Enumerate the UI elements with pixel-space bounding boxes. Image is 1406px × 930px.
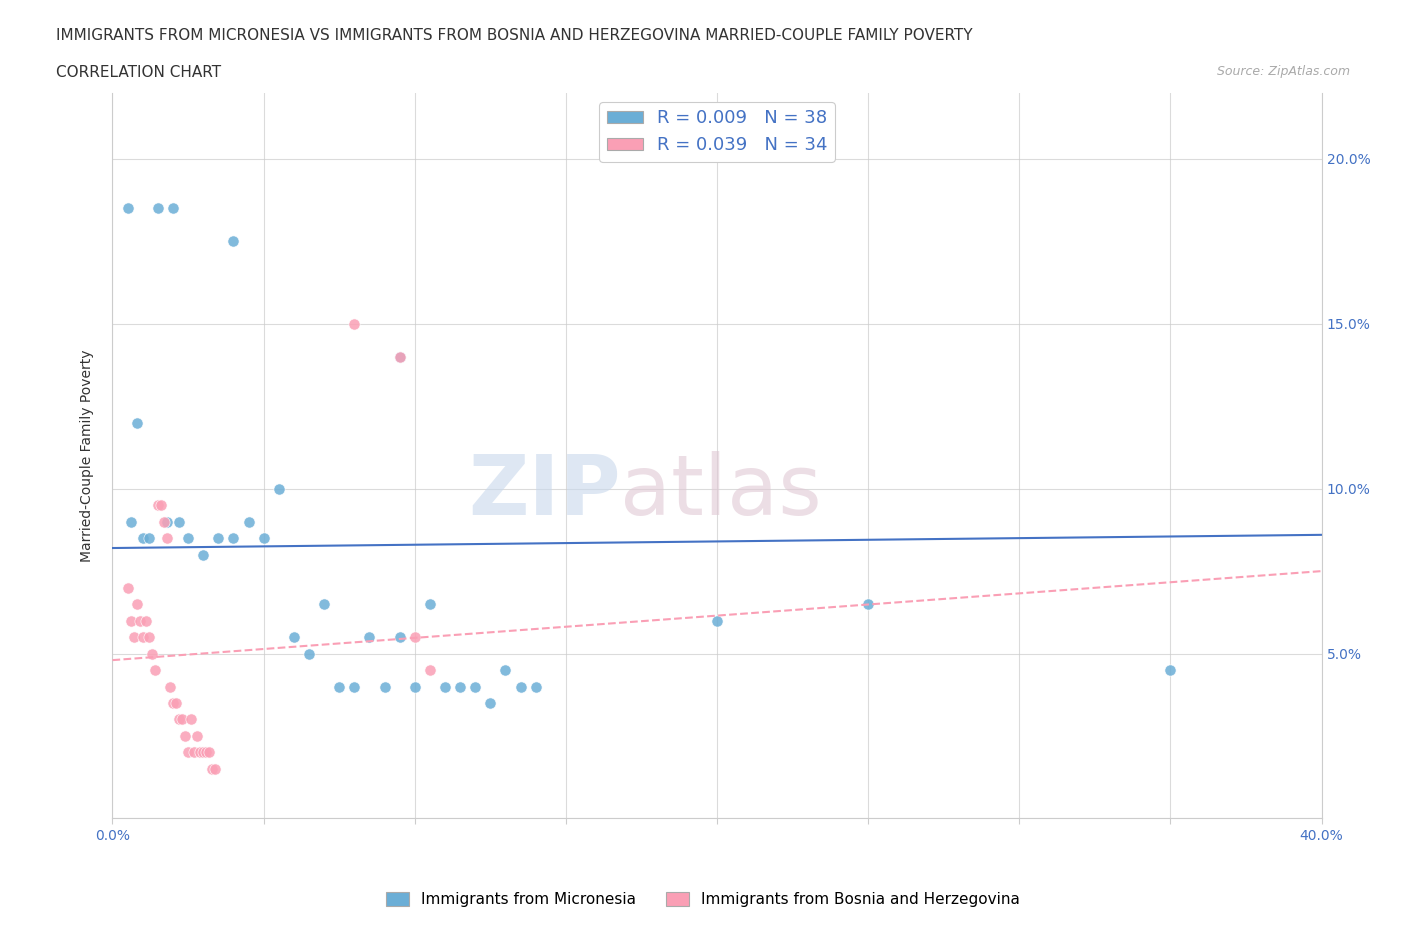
Point [132, 630, 155, 644]
Point [128, 613, 150, 628]
Y-axis label: Married-Couple Family Poverty: Married-Couple Family Poverty [80, 350, 94, 562]
Point [267, 481, 290, 496]
Point [283, 630, 305, 644]
Point [343, 679, 366, 694]
Point [388, 350, 411, 365]
Point [177, 531, 200, 546]
Point [188, 745, 211, 760]
Point [191, 547, 214, 562]
Point [120, 613, 142, 628]
Text: Source: ZipAtlas.com: Source: ZipAtlas.com [1216, 65, 1350, 78]
Point [143, 662, 166, 677]
Point [180, 712, 202, 727]
Text: atlas: atlas [620, 451, 823, 533]
Point [201, 762, 224, 777]
Point [141, 646, 163, 661]
Point [177, 745, 200, 760]
Point [479, 696, 502, 711]
Point [222, 234, 245, 249]
Text: ZIP: ZIP [468, 451, 620, 533]
Point [314, 597, 336, 612]
Point [191, 745, 214, 760]
Point [132, 531, 155, 546]
Point [149, 498, 172, 512]
Point [146, 498, 169, 512]
Point [156, 514, 179, 529]
Point [138, 630, 160, 644]
Point [388, 630, 411, 644]
Point [198, 745, 221, 760]
Point [433, 679, 456, 694]
Point [222, 531, 245, 546]
Point [195, 745, 218, 760]
Point [122, 630, 145, 644]
Point [117, 201, 139, 216]
Point [328, 679, 350, 694]
Point [183, 745, 205, 760]
Point [120, 514, 142, 529]
Point [138, 531, 160, 546]
Point [253, 531, 276, 546]
Point [856, 597, 880, 612]
Point [162, 696, 184, 711]
Point [153, 514, 176, 529]
Point [495, 662, 517, 677]
Point [359, 630, 381, 644]
Point [1159, 662, 1181, 677]
Point [706, 613, 728, 628]
Point [419, 662, 441, 677]
Point [162, 201, 184, 216]
Point [449, 679, 471, 694]
Point [159, 679, 181, 694]
Point [388, 350, 411, 365]
Point [204, 762, 226, 777]
Text: IMMIGRANTS FROM MICRONESIA VS IMMIGRANTS FROM BOSNIA AND HERZEGOVINA MARRIED-COU: IMMIGRANTS FROM MICRONESIA VS IMMIGRANTS… [56, 28, 973, 43]
Point [125, 416, 148, 431]
Point [117, 580, 139, 595]
Point [404, 630, 426, 644]
Point [174, 728, 197, 743]
Point [165, 696, 187, 711]
Point [186, 728, 208, 743]
Point [343, 316, 366, 331]
Point [404, 679, 426, 694]
Legend: R = 0.009   N = 38, R = 0.039   N = 34: R = 0.009 N = 38, R = 0.039 N = 34 [599, 102, 835, 162]
Point [167, 712, 190, 727]
Point [298, 646, 321, 661]
Point [167, 514, 190, 529]
Point [419, 597, 441, 612]
Point [207, 531, 229, 546]
Point [509, 679, 531, 694]
Point [156, 531, 179, 546]
Text: CORRELATION CHART: CORRELATION CHART [56, 65, 221, 80]
Point [524, 679, 547, 694]
Legend: Immigrants from Micronesia, Immigrants from Bosnia and Herzegovina: Immigrants from Micronesia, Immigrants f… [380, 885, 1026, 913]
Point [374, 679, 396, 694]
Point [238, 514, 260, 529]
Point [125, 597, 148, 612]
Point [135, 613, 157, 628]
Point [146, 201, 169, 216]
Point [170, 712, 193, 727]
Point [464, 679, 486, 694]
